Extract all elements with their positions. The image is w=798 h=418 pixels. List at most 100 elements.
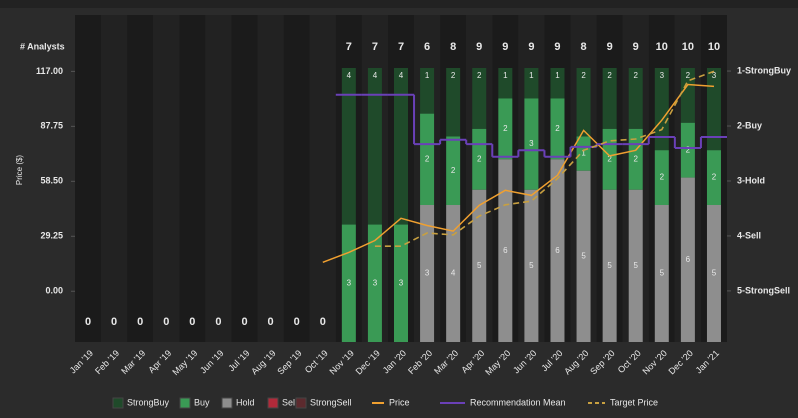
- analyst-count: 0: [111, 316, 117, 328]
- analyst-count: 7: [346, 41, 352, 53]
- bar-segment: [498, 98, 513, 160]
- segment-label: 2: [686, 145, 691, 154]
- y-tick-label: 87.75: [40, 121, 63, 131]
- legend-swatch[interactable]: [267, 397, 279, 409]
- legend-label[interactable]: StrongBuy: [127, 397, 170, 407]
- column-stripe: [179, 15, 206, 342]
- segment-label: 2: [451, 71, 456, 80]
- segment-label: 3: [399, 278, 404, 287]
- y2-tick-label: 5-StrongSell: [737, 285, 790, 295]
- y2-tick-label: 3-Hold: [737, 175, 765, 185]
- analysts-label: # Analysts: [20, 41, 65, 51]
- segment-label: 4: [373, 71, 378, 80]
- analyst-count: 0: [163, 316, 169, 328]
- bar-segment: [550, 98, 565, 160]
- analyst-count: 9: [633, 41, 639, 53]
- column-stripe: [127, 15, 154, 342]
- segment-label: 6: [686, 255, 691, 264]
- bar-segment: [341, 68, 356, 225]
- legend-swatch[interactable]: [221, 397, 233, 409]
- analyst-count: 9: [502, 41, 508, 53]
- analyst-count: 6: [424, 41, 430, 53]
- segment-label: 3: [660, 71, 665, 80]
- y-tick-label: 117.00: [36, 66, 63, 76]
- bar-segment: [420, 113, 435, 205]
- column-stripe: [283, 15, 310, 342]
- analyst-count: 9: [528, 41, 534, 53]
- segment-label: 2: [477, 154, 482, 163]
- bar-segment: [524, 98, 539, 190]
- legend-label[interactable]: Sell: [282, 397, 297, 407]
- legend-label[interactable]: Target Price: [610, 397, 658, 407]
- bar-segment: [498, 68, 513, 99]
- bar-segment: [472, 68, 487, 129]
- segment-label: 5: [607, 261, 612, 270]
- column-stripe: [231, 15, 258, 342]
- analyst-count: 0: [189, 316, 195, 328]
- legend-label[interactable]: Recommendation Mean: [470, 397, 566, 407]
- column-stripe: [75, 15, 102, 342]
- bar-segment: [446, 136, 461, 205]
- segment-label: 5: [712, 269, 717, 278]
- column-stripe: [257, 15, 284, 342]
- segment-label: 3: [529, 139, 534, 148]
- column-stripe: [101, 15, 128, 342]
- bar-segment: [472, 189, 487, 342]
- bar-segment: [706, 150, 721, 205]
- bar-segment: [576, 170, 591, 342]
- analyst-count: 0: [320, 316, 326, 328]
- analyst-count: 0: [268, 316, 274, 328]
- analyst-count: 0: [241, 316, 247, 328]
- bar-segment: [550, 68, 565, 99]
- analyst-count: 0: [294, 316, 300, 328]
- segment-label: 2: [477, 71, 482, 80]
- segment-label: 5: [633, 261, 638, 270]
- bar-segment: [680, 177, 695, 342]
- bar-segment: [446, 205, 461, 342]
- analyst-count: 9: [607, 41, 613, 53]
- segment-label: 3: [425, 269, 430, 278]
- segment-label: 4: [399, 71, 404, 80]
- price-line: [322, 83, 715, 264]
- segment-label: 3: [347, 278, 352, 287]
- legend-label[interactable]: StrongSell: [310, 397, 352, 407]
- segment-label: 2: [660, 173, 665, 182]
- bar-segment: [602, 189, 617, 342]
- segment-label: 5: [581, 251, 586, 260]
- segment-label: 2: [712, 173, 717, 182]
- bar-segment: [576, 136, 591, 171]
- segment-label: 3: [712, 71, 717, 80]
- segment-label: 5: [660, 269, 665, 278]
- bar-segment: [367, 68, 382, 225]
- analyst-count: 8: [580, 41, 586, 53]
- bar-segment: [654, 150, 669, 205]
- legend-swatch[interactable]: [179, 397, 191, 409]
- segment-label: 1: [581, 149, 586, 158]
- segment-label: 2: [607, 71, 612, 80]
- bar-segment: [654, 205, 669, 342]
- column-stripe: [309, 15, 336, 342]
- segment-label: 5: [477, 261, 482, 270]
- segment-label: 2: [555, 124, 560, 133]
- legend-label[interactable]: Hold: [236, 397, 255, 407]
- bar-segment: [602, 68, 617, 129]
- segment-label: 2: [607, 154, 612, 163]
- column-stripe: [153, 15, 180, 342]
- legend-label[interactable]: Buy: [194, 397, 210, 407]
- bar-segment: [524, 68, 539, 99]
- analyst-count: 9: [554, 41, 560, 53]
- bar-segment: [680, 68, 695, 123]
- bar-segment: [550, 159, 565, 342]
- segment-label: 2: [451, 166, 456, 175]
- segment-label: 4: [347, 71, 352, 80]
- bar-segment: [680, 122, 695, 178]
- legend-label[interactable]: Price: [389, 397, 410, 407]
- legend-swatch[interactable]: [295, 397, 307, 409]
- bar-segment: [706, 68, 721, 151]
- segment-label: 2: [581, 71, 586, 80]
- analyst-count: 0: [85, 316, 91, 328]
- segment-label: 2: [503, 124, 508, 133]
- bar-segment: [367, 224, 382, 342]
- legend-swatch[interactable]: [112, 397, 124, 409]
